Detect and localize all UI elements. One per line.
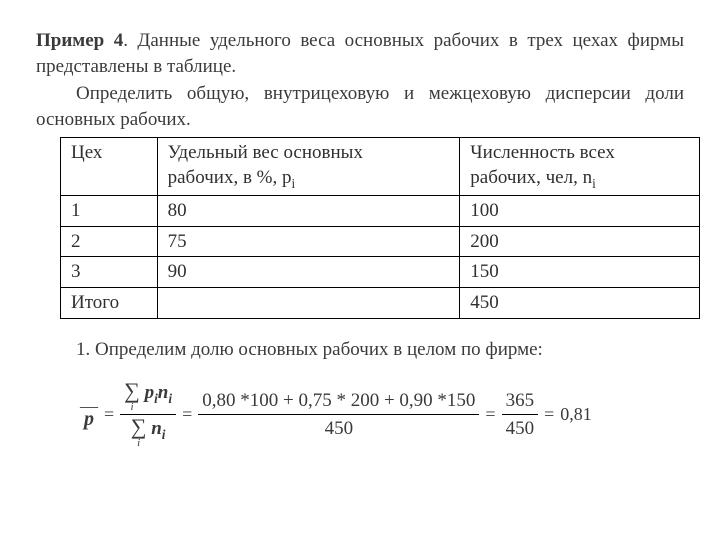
step-1-text: 1. Определим долю основных рабочих в цел… — [76, 337, 684, 363]
sigma-icon: ∑i — [124, 380, 140, 413]
total-empty — [157, 287, 460, 318]
cell: 3 — [61, 257, 158, 288]
fraction-symbolic: ∑i pini ∑i ni — [120, 380, 176, 449]
table-header-row: Цех Удельный вес основных рабочих, в %, … — [61, 137, 700, 195]
total-label: Итого — [61, 287, 158, 318]
cell: 100 — [460, 195, 700, 226]
table-row: 2 75 200 — [61, 226, 700, 257]
cell: 90 — [157, 257, 460, 288]
cell: 80 — [157, 195, 460, 226]
formula: — p = ∑i pini ∑i ni = 0,80 *100 + 0,75 *… — [80, 380, 684, 449]
table-total-row: Итого 450 — [61, 287, 700, 318]
p-bar-symbol: — p — [80, 402, 98, 428]
cell: 1 — [61, 195, 158, 226]
table-row: 1 80 100 — [61, 195, 700, 226]
formula-result: 0,81 — [560, 402, 592, 426]
intro-text-1: . Данные удельного веса основных рабочих… — [36, 30, 684, 77]
col-header-count: Численность всех рабочих, чел, ni — [460, 137, 700, 195]
cell: 2 — [61, 226, 158, 257]
cell: 75 — [157, 226, 460, 257]
sigma-icon: ∑i — [131, 416, 147, 449]
table-row: 3 90 150 — [61, 257, 700, 288]
cell: 150 — [460, 257, 700, 288]
example-title: Пример 4 — [36, 30, 123, 51]
col-header-workshop: Цех — [61, 137, 158, 195]
cell: 200 — [460, 226, 700, 257]
total-value: 450 — [460, 287, 700, 318]
fraction-expanded: 0,80 *100 + 0,75 * 200 + 0,90 *150 450 — [198, 388, 479, 442]
col-header-share: Удельный вес основных рабочих, в %, pi — [157, 137, 460, 195]
fraction-reduced: 365 450 — [502, 388, 539, 442]
intro-paragraph-1: Пример 4. Данные удельного веса основных… — [36, 28, 684, 79]
data-table: Цех Удельный вес основных рабочих, в %, … — [60, 137, 700, 319]
intro-paragraph-2: Определить общую, внутрицеховую и межцех… — [36, 81, 684, 132]
